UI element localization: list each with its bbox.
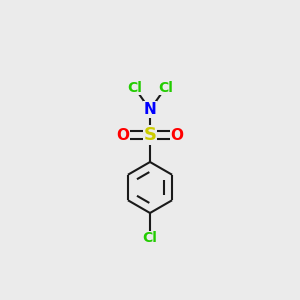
Text: N: N bbox=[144, 102, 156, 117]
Text: O: O bbox=[170, 128, 183, 143]
Text: Cl: Cl bbox=[158, 81, 173, 95]
Text: O: O bbox=[117, 128, 130, 143]
Text: S: S bbox=[143, 126, 157, 144]
Text: Cl: Cl bbox=[142, 232, 158, 245]
Text: Cl: Cl bbox=[127, 81, 142, 95]
